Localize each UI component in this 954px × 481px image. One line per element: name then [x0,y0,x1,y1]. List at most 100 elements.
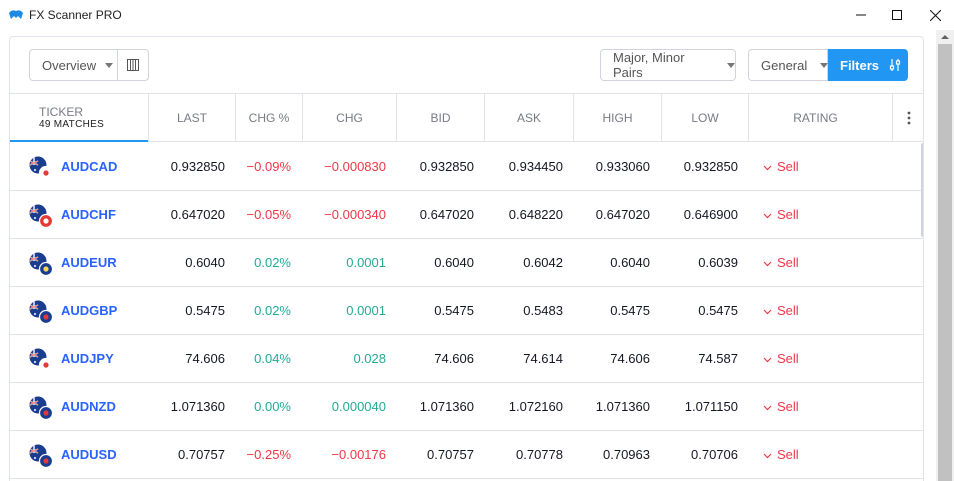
cell-high: 1.071360 [595,399,650,414]
currency-pair-flags-icon [29,300,53,324]
column-header-chg-pct[interactable]: CHG % [235,94,302,142]
filters-button[interactable]: Filters [828,49,908,81]
chevron-down-icon [820,62,829,68]
window-scrollbar[interactable] [936,30,954,481]
cell-high: 0.6040 [610,255,650,270]
table-row[interactable]: AUDCAD 0.932850 −0.09% −0.000830 0.932850 0.9… [10,143,923,191]
rating-badge: Sell [763,383,799,431]
cell-low: 0.646900 [683,207,738,222]
close-icon [929,9,941,21]
cell-chg: −0.000830 [324,159,386,174]
cell-chg-pct: 0.02% [254,255,291,270]
cell-chg-pct: −0.25% [246,447,291,462]
symbol-link[interactable]: AUDGBP [61,303,118,318]
toolbar: Overview Major, Minor Pairs General Filt… [10,37,923,94]
cell-low: 0.70706 [691,447,738,462]
columns-icon [127,59,139,71]
table-row[interactable]: AUDUSD 0.70757 −0.25% −0.00176 0.70757 0.7077… [10,431,923,479]
column-header-chg[interactable]: CHG [302,94,396,142]
column-header-bid[interactable]: BID [396,94,484,142]
column-header-high[interactable]: HIGH [573,94,661,142]
general-dropdown[interactable]: General [748,49,829,81]
maximize-icon [892,10,902,20]
table-row[interactable]: AUDJPY 74.606 0.04% 0.028 74.606 74.614 74.606… [10,335,923,383]
cell-chg-pct: 0.02% [254,303,291,318]
ticker-column-header[interactable]: TICKER 49 MATCHES [10,94,148,142]
rating-label: Sell [777,207,799,222]
cell-last: 0.6040 [185,255,225,270]
cell-chg: 0.028 [353,351,386,366]
cell-chg-pct: −0.09% [246,159,291,174]
rating-label: Sell [777,351,799,366]
chevron-down-icon [763,357,772,363]
rating-label: Sell [777,303,799,318]
cell-chg: −0.00176 [331,447,386,462]
cell-bid: 0.932850 [419,159,474,174]
chevron-down-icon [727,62,735,68]
cell-bid: 1.071360 [419,399,474,414]
table-row[interactable]: AUDGBP 0.5475 0.02% 0.0001 0.5475 0.5483 0.547… [10,287,923,335]
symbol-link[interactable]: AUDEUR [61,255,117,270]
scrollbar-thumb[interactable] [938,44,952,481]
cell-high: 0.933060 [595,159,650,174]
cell-high: 0.5475 [610,303,650,318]
cell-chg: 0.0001 [346,255,386,270]
symbol-link[interactable]: AUDUSD [61,447,117,462]
rating-badge: Sell [763,335,799,383]
symbol-link[interactable]: AUDJPY [61,351,114,366]
table-body: AUDCAD 0.932850 −0.09% −0.000830 0.932850 0.9… [10,143,923,479]
rating-badge: Sell [763,431,799,479]
currency-pair-flags-icon [29,204,53,228]
app-logo-icon [9,10,23,19]
minimize-icon [856,14,866,16]
column-header-last[interactable]: LAST [148,94,235,142]
columns-button[interactable] [117,49,149,81]
chevron-down-icon [763,165,772,171]
column-header-low[interactable]: LOW [661,94,748,142]
maximize-button[interactable] [882,4,912,26]
chevron-down-icon [105,62,114,68]
table-header: TICKER 49 MATCHES LAST CHG % CHG BID ASK… [10,94,923,142]
currency-pair-flags-icon [29,156,53,180]
symbol-link[interactable]: AUDCAD [61,159,118,174]
cell-ask: 0.5483 [523,303,563,318]
cell-ask: 1.072160 [508,399,563,414]
overview-dropdown[interactable]: Overview [29,49,118,81]
cell-bid: 0.6040 [434,255,474,270]
scroll-up-icon[interactable] [941,35,949,39]
table-row[interactable]: AUDNZD 1.071360 0.00% 0.000040 1.071360 1.072… [10,383,923,431]
window-title: FX Scanner PRO [29,8,122,22]
cell-last: 0.932850 [170,159,225,174]
filters-label: Filters [840,57,880,73]
title-bar: FX Scanner PRO [0,0,954,30]
cell-low: 74.587 [698,351,738,366]
symbol-link[interactable]: AUDNZD [61,399,116,414]
cell-high: 0.647020 [595,207,650,222]
cell-chg-pct: 0.04% [254,351,291,366]
cell-bid: 0.647020 [419,207,474,222]
cell-low: 0.932850 [683,159,738,174]
cell-chg: 0.000040 [331,399,386,414]
symbol-link[interactable]: AUDCHF [61,207,116,222]
table-row[interactable]: AUDEUR 0.6040 0.02% 0.0001 0.6040 0.6042 0.604… [10,239,923,287]
rating-label: Sell [777,159,799,174]
rating-badge: Sell [763,143,799,191]
cell-last: 0.5475 [185,303,225,318]
cell-low: 0.6039 [698,255,738,270]
rating-label: Sell [777,447,799,462]
minimize-button[interactable] [846,4,876,26]
cell-low: 1.071150 [684,399,738,414]
cell-last: 0.70757 [178,447,225,462]
more-vertical-icon [907,111,911,125]
table-scrollbar-thumb[interactable] [921,143,923,237]
column-header-rating[interactable]: RATING [748,94,882,142]
close-button[interactable] [920,4,950,26]
currency-pair-flags-icon [29,444,53,468]
cell-chg-pct: −0.05% [246,207,291,222]
table-row[interactable]: AUDCHF 0.647020 −0.05% −0.000340 0.647020 0.6… [10,191,923,239]
column-menu-button[interactable] [892,94,923,142]
column-header-ask[interactable]: ASK [484,94,573,142]
chevron-down-icon [763,213,772,219]
pairs-dropdown[interactable]: Major, Minor Pairs [600,49,736,81]
cell-last: 74.606 [185,351,225,366]
